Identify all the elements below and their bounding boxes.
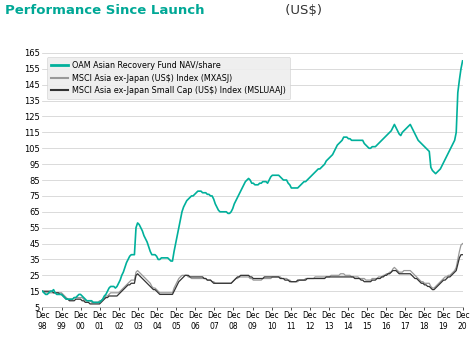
Text: (US$): (US$) <box>281 4 322 17</box>
Legend: OAM Asian Recovery Fund NAV/share, MSCI Asia ex-Japan (US$) Index (MXASJ), MSCI : OAM Asian Recovery Fund NAV/share, MSCI … <box>47 57 290 99</box>
Text: Performance Since Launch: Performance Since Launch <box>5 4 204 17</box>
